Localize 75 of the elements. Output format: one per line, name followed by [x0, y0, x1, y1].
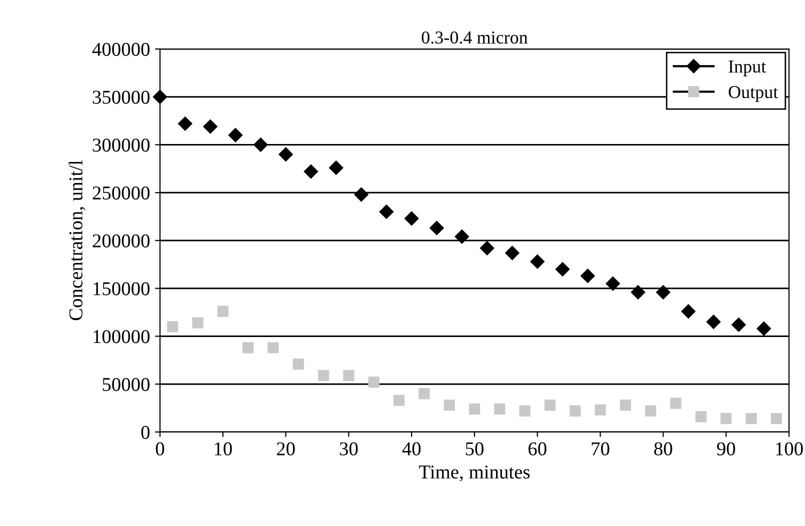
x-tick-label: 0 [156, 442, 164, 456]
x-tick-label: 50 [466, 442, 484, 456]
chart-title: 0.3-0.4 micron [422, 31, 528, 44]
point [494, 403, 506, 415]
point [480, 241, 494, 256]
point [242, 342, 254, 354]
x-tick-label: 80 [654, 442, 672, 456]
point [368, 376, 380, 388]
point [278, 147, 293, 162]
point [304, 164, 318, 179]
legend-label: Input [728, 60, 766, 76]
point [756, 322, 771, 336]
point [770, 413, 782, 424]
point [203, 119, 218, 134]
x-tick-label: 30 [340, 442, 358, 456]
point [430, 220, 444, 236]
point [178, 116, 192, 131]
point [444, 400, 455, 411]
point [418, 388, 430, 400]
point [519, 405, 530, 416]
x-tick-label: 100 [776, 442, 803, 456]
point [505, 246, 520, 260]
x-tick-label: 40 [402, 442, 421, 456]
point [732, 318, 746, 332]
y-tick-label: 150000 [94, 282, 150, 296]
point [192, 317, 204, 328]
y-tick-label: 400000 [92, 42, 150, 56]
x-tick-label: 70 [592, 442, 610, 456]
point [468, 403, 480, 415]
x-tick-label: 60 [528, 442, 546, 456]
y-tick-label: 50000 [102, 378, 150, 392]
point [594, 404, 606, 416]
y-axis-title: Concentration, unit/l [68, 160, 86, 320]
y-tick-label: 350000 [92, 90, 150, 104]
point [670, 398, 682, 409]
point [393, 394, 405, 406]
x-tick-label: 10 [214, 442, 232, 456]
point [695, 411, 706, 422]
point [544, 400, 556, 411]
point [404, 211, 419, 226]
point [228, 128, 243, 142]
point [354, 187, 368, 202]
point [681, 304, 696, 318]
y-tick-label: 300000 [92, 138, 150, 152]
y-tick-label: 250000 [92, 186, 150, 200]
x-tick-label: 90 [717, 442, 736, 456]
point [254, 138, 268, 152]
point [746, 413, 757, 424]
point [318, 370, 330, 382]
y-tick-label: 100000 [94, 330, 150, 344]
point [268, 342, 279, 354]
point [454, 230, 469, 244]
y-tick-label: 0 [141, 426, 150, 439]
point [706, 314, 721, 329]
point [329, 160, 344, 175]
point [620, 400, 632, 411]
point [630, 285, 646, 300]
point [530, 254, 544, 269]
y-tick-label: 200000 [92, 234, 150, 248]
point [570, 405, 581, 416]
legend-label: Output [728, 86, 778, 102]
point [555, 262, 570, 276]
point [167, 321, 178, 332]
point [580, 268, 595, 284]
point [217, 306, 228, 317]
point [292, 358, 304, 370]
point [645, 405, 656, 416]
point [343, 370, 354, 382]
x-tick-label: 20 [276, 442, 295, 456]
x-axis-title: Time, minutes [419, 466, 530, 482]
point [656, 285, 670, 300]
point [379, 204, 394, 219]
point [720, 413, 732, 424]
point [606, 276, 620, 291]
point [152, 90, 168, 104]
